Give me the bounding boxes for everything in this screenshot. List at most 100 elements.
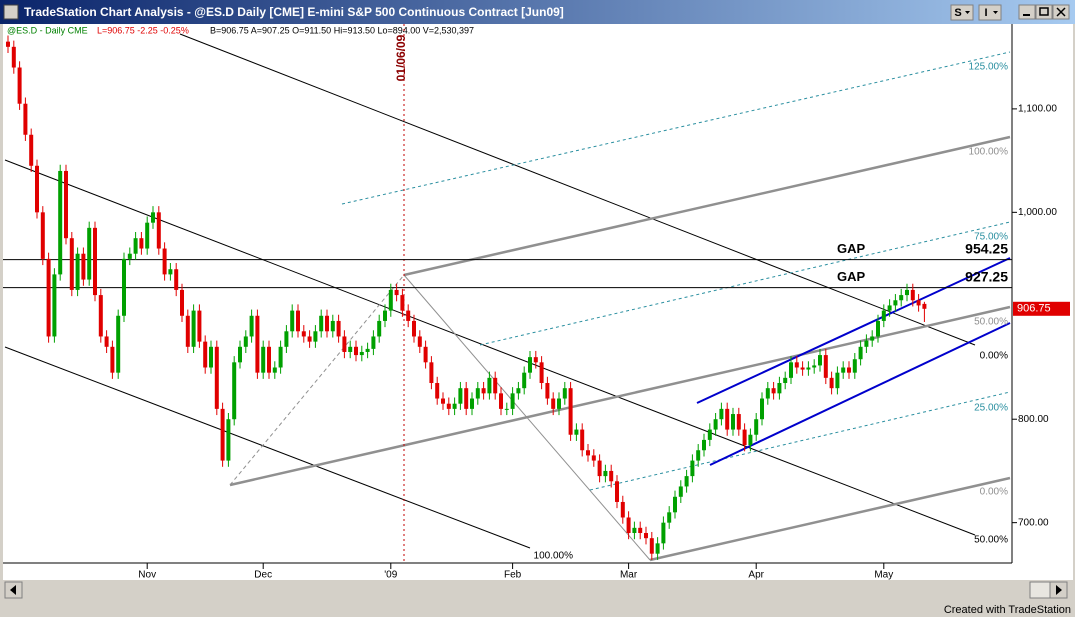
candle-body [400, 295, 405, 311]
candle-body [748, 434, 753, 446]
candle-body [243, 336, 248, 347]
fib-label: 25.00% [974, 403, 1008, 414]
x-tick-label: May [874, 570, 893, 581]
candle-body [423, 346, 428, 363]
last-price-label: 906.75 [1017, 303, 1051, 315]
candle-body [487, 377, 492, 394]
candle-body [6, 41, 10, 47]
candle-body [319, 315, 324, 332]
status-last: L=906.75 -2.25 -0.25% [97, 25, 189, 35]
candle-body [725, 408, 730, 430]
candle-body [881, 310, 886, 321]
candle-body [429, 362, 434, 384]
candle-body [116, 315, 121, 373]
candle-body [185, 315, 190, 347]
candle-body [504, 408, 509, 410]
candle-body [261, 346, 266, 373]
y-tick-label: 800.00 [1018, 414, 1049, 425]
candle-body [823, 355, 828, 378]
candle-body [359, 351, 364, 356]
candle-body [75, 253, 80, 290]
fib-label: 0.00% [980, 351, 1008, 362]
close-button[interactable] [1052, 4, 1070, 20]
status-quote: B=906.75 A=907.25 O=911.50 Hi=913.50 Lo=… [210, 25, 474, 35]
candle-body [475, 388, 480, 399]
candle-body [638, 527, 643, 534]
candle-body [910, 289, 915, 301]
candle-body [46, 258, 51, 337]
candle-body [916, 300, 921, 306]
candle-body [104, 336, 109, 347]
candle-body [736, 414, 741, 430]
fib-label: 125.00% [969, 62, 1009, 73]
gap-label: GAP [837, 269, 866, 284]
candle-body [226, 419, 231, 461]
scrollbar[interactable] [3, 580, 1073, 600]
toolbar-button[interactable]: I [978, 4, 1002, 21]
fib-label: 100.00% [534, 551, 574, 562]
candle-body [330, 320, 335, 332]
candle-body [307, 336, 312, 342]
y-tick-label: 1,000.00 [1018, 207, 1057, 218]
candle-body [371, 336, 376, 349]
candle-body [301, 331, 306, 337]
candle-body [661, 522, 666, 544]
candle-body [713, 419, 718, 430]
x-tick-label: Apr [748, 570, 764, 581]
x-tick-label: Nov [138, 570, 156, 581]
toolbar-button[interactable]: S [950, 4, 974, 21]
candle-body [742, 429, 747, 446]
candle-body [336, 320, 341, 337]
candle-body [23, 103, 28, 135]
candle-body [87, 227, 92, 280]
candle-body [719, 408, 724, 420]
candle-body [446, 403, 451, 409]
candle-body [510, 393, 515, 409]
candle-body [174, 269, 179, 290]
candle-body [597, 460, 602, 477]
maximize-button[interactable] [1035, 4, 1053, 20]
trendlines [4, 24, 1011, 563]
status-symbol: @ES.D - Daily CME [7, 25, 88, 35]
y-tick-label: 700.00 [1018, 517, 1049, 528]
candle-body [52, 274, 57, 337]
y-tick-label: 1,100.00 [1018, 104, 1057, 115]
candle-body [69, 238, 74, 290]
candle-body [777, 383, 782, 394]
candle-body [899, 295, 904, 301]
candle-body [133, 238, 138, 254]
scroll-thumb[interactable] [1029, 581, 1051, 599]
candle-body [162, 248, 167, 275]
candle-body [673, 496, 677, 513]
candle-body [313, 331, 318, 342]
candle-body [93, 227, 97, 296]
candle-body [325, 315, 329, 332]
x-tick-label: Feb [504, 570, 522, 581]
app-icon [3, 4, 19, 20]
candle-body [98, 295, 103, 337]
candle-body [40, 212, 45, 259]
candle-body [412, 320, 416, 337]
candle-body [377, 320, 382, 337]
button-label: I [984, 7, 987, 19]
candle-body [667, 512, 672, 523]
candle-body [574, 429, 579, 435]
fib-label: 0.00% [980, 487, 1008, 498]
candle-body [156, 212, 161, 249]
fib-label: 100.00% [969, 147, 1009, 158]
candle-body [180, 289, 184, 316]
fib-label: 50.00% [974, 535, 1008, 546]
candle-body [168, 269, 173, 275]
candle-body [852, 359, 857, 373]
minimize-button[interactable] [1018, 4, 1036, 20]
candle-body [765, 388, 770, 399]
candle-body [609, 470, 614, 482]
candle-body [887, 305, 892, 311]
candle-body [29, 134, 34, 166]
candle-body [684, 476, 689, 487]
candle-body [580, 429, 585, 451]
candle-body [238, 346, 242, 363]
candle-body [562, 388, 567, 399]
candle-body [139, 238, 144, 249]
